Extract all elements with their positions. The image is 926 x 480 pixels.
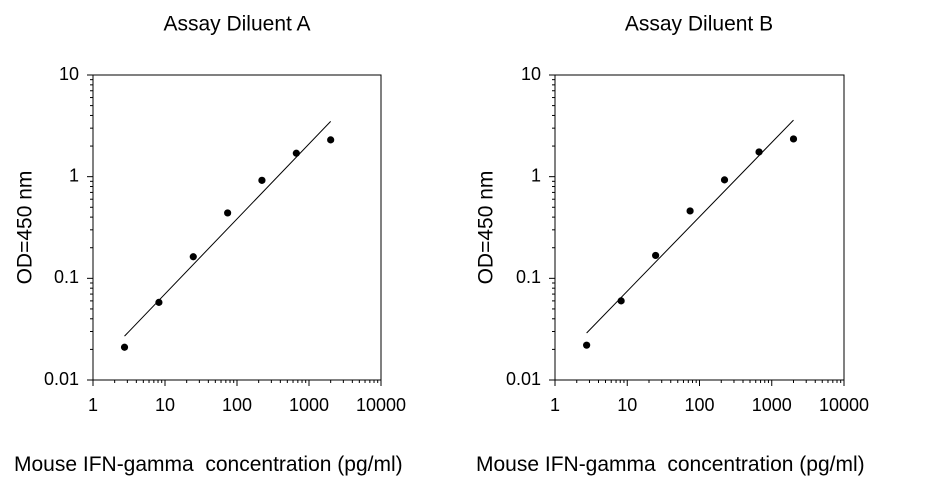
y-axis-label: OD=450 nm [475, 171, 498, 285]
x-tick-label: 1 [88, 395, 98, 415]
data-point [258, 176, 266, 184]
y-tick-label: 0.01 [44, 369, 79, 389]
data-point [583, 341, 591, 349]
y-tick-label: 10 [521, 64, 541, 84]
data-point [652, 251, 660, 260]
y-axis-label: OD=450 nm [14, 171, 37, 285]
y-tick-label: 1 [531, 165, 541, 185]
data-point [155, 298, 163, 306]
data-point [686, 207, 694, 215]
data-point [292, 149, 300, 157]
x-axis-label: Mouse IFN-gamma concentration (pg/ml) [476, 453, 865, 476]
data-point [224, 209, 232, 217]
chart-panel-0: Assay Diluent A 1 10 100 1000 10000 0.01 0.1 1 10… [14, 13, 406, 476]
plot-frame [92, 74, 382, 381]
data-point [120, 343, 129, 351]
data-point [755, 148, 763, 156]
chart-panel-1: Assay Diluent B 1 10 100 1000 10000 0.01 0.1 1 10… [475, 13, 869, 476]
chart-title: Assay Diluent A [163, 13, 310, 36]
x-tick-label: 100 [222, 395, 252, 415]
x-tick-label: 100 [684, 395, 714, 415]
y-tick-label: 0.1 [54, 267, 79, 287]
x-tick-label: 10 [617, 395, 637, 415]
data-point [720, 176, 729, 184]
y-tick-label: 0.01 [506, 369, 541, 389]
data-point [327, 136, 335, 144]
data-point [189, 253, 197, 261]
x-tick-label: 1000 [752, 395, 792, 415]
x-tick-label: 1000 [289, 395, 329, 415]
y-tick-label: 10 [59, 64, 79, 84]
x-tick-label: 10000 [356, 395, 406, 415]
data-point [617, 297, 625, 305]
y-tick-label: 0.1 [516, 267, 541, 287]
chart-title: Assay Diluent B [625, 13, 773, 36]
x-tick-label: 1 [550, 395, 560, 415]
y-tick-label: 1 [69, 165, 79, 185]
data-point [789, 135, 798, 143]
x-axis-label: Mouse IFN-gamma concentration (pg/ml) [14, 453, 403, 476]
plot-frame [554, 74, 845, 381]
x-tick-label: 10000 [819, 395, 869, 415]
x-tick-label: 10 [155, 395, 175, 415]
